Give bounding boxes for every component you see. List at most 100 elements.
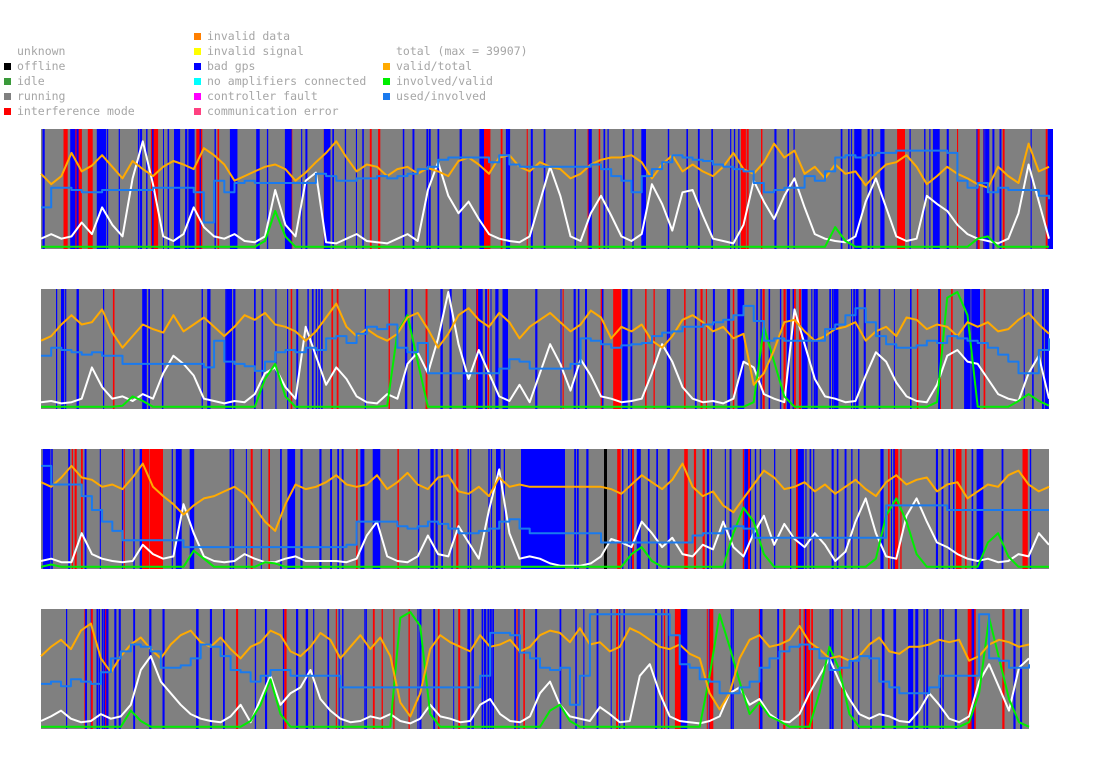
legend-swatch [383,93,390,100]
bad-gps-stripe [479,129,485,249]
bad-gps-stripe [266,129,269,249]
interference-stripe [562,289,564,409]
used-involved-line [41,304,1050,375]
interference-stripe [706,609,708,729]
bad-gps-stripe [490,449,493,569]
bad-gps-stripe [983,129,985,249]
bad-gps-stripe [832,289,834,409]
bad-gps-stripe [706,449,710,569]
interference-stripe [369,129,372,249]
bad-gps-stripe [481,609,483,729]
interference-stripe [1002,129,1005,249]
interference-stripe [484,129,491,249]
interference-stripe [761,129,763,249]
bad-gps-stripe [462,289,465,409]
bad-gps-stripe [623,609,625,729]
legend-label: invalid data [207,29,291,43]
bad-gps-stripe [301,129,303,249]
bad-gps-stripe [863,289,866,409]
bad-gps-stripe [628,449,630,569]
bad-gps-stripe [98,609,100,729]
interference-stripe [356,449,358,569]
bad-gps-stripe [68,449,71,569]
bad-gps-stripe [935,449,938,569]
interference-stripe [397,449,399,569]
interference-stripe [600,289,602,409]
bad-gps-stripe [133,609,136,729]
interference-stripe [523,609,525,729]
bad-gps-stripe [790,449,792,569]
interference-stripe [335,609,337,729]
bad-gps-stripe [496,449,501,569]
bad-gps-stripe [882,609,885,729]
bad-gps-stripe [412,129,415,249]
bad-gps-stripe [844,449,847,569]
bad-gps-stripe [588,129,591,249]
legend-swatch [194,78,201,85]
bad-gps-block [98,129,106,249]
interference-stripe [71,449,74,569]
bad-gps-stripe [730,129,732,249]
interference-stripe [268,449,270,569]
bad-gps-stripe [440,289,442,409]
bad-gps-stripe [622,289,628,409]
bad-gps-stripe [502,289,508,409]
legend-swatch [4,78,11,85]
interference-stripe [456,449,459,569]
bad-gps-stripe [1023,289,1025,409]
bad-gps-stripe [858,449,860,569]
interference-stripe [811,609,813,729]
bad-gps-stripe [730,609,733,729]
bad-gps-stripe [647,449,650,569]
bad-gps-stripe [941,449,944,569]
bad-gps-stripe [476,289,482,409]
interference-stripe [783,609,786,729]
bad-gps-stripe [853,289,856,409]
legend-label: bad gps [207,59,256,73]
bad-gps-stripe [133,449,135,569]
bad-gps-stripe [257,129,260,249]
bad-gps-stripe [583,609,585,729]
interference-stripe [705,289,707,409]
bad-gps-stripe [402,129,405,249]
bad-gps-stripe [724,449,726,569]
bad-gps-block [521,449,565,569]
interference-stripe [372,609,375,729]
bad-gps-stripe [576,449,579,569]
bad-gps-stripe [850,129,853,249]
bad-gps-stripe [341,449,344,569]
bad-gps-stripe [661,609,663,729]
bad-gps-stripe [667,449,670,569]
bad-gps-stripe [840,129,843,249]
legend-swatch [194,33,201,40]
bad-gps-stripe [313,609,315,729]
bad-gps-stripe [163,129,164,249]
valid-total-line [40,302,1050,386]
bad-gps-stripe [915,609,919,729]
bad-gps-stripe [305,129,308,249]
bad-gps-stripe [495,289,499,409]
bad-gps-stripe [296,289,299,409]
bad-gps-stripe [201,289,203,409]
bad-gps-stripe [972,609,975,729]
bad-gps-stripe [858,609,860,729]
bad-gps-stripe [668,289,671,409]
interference-stripe [684,289,686,409]
bad-gps-stripe [976,129,978,249]
bad-gps-stripe [229,449,232,569]
bad-gps-stripe [337,449,339,569]
bad-gps-stripe [355,129,357,249]
bad-gps-stripe [207,289,211,409]
interference-stripe [798,289,801,409]
interference-stripe [916,289,919,409]
legend: unknown offline idle running interference mo… [0,0,1095,125]
bad-gps-stripe [813,449,815,569]
bad-gps-stripe [908,609,914,729]
bad-gps-stripe [590,129,592,249]
bad-gps-stripe [441,289,443,409]
bad-gps-stripe [813,289,816,409]
bad-gps-stripe [185,129,188,249]
interference-stripe [408,609,410,729]
bad-gps-stripe [999,129,1002,249]
bad-gps-stripe [428,129,431,249]
